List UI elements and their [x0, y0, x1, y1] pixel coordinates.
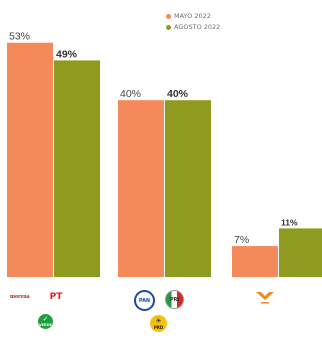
legend-swatch-agosto: [166, 25, 171, 30]
pan-logo-text: PAN: [138, 297, 151, 304]
legend-item-agosto: AGOSTO 2022: [166, 22, 220, 33]
bar-mayo-2: [232, 246, 278, 277]
legend-swatch-mayo: [166, 14, 171, 19]
verde-logo-text: VERDE: [38, 323, 53, 327]
legend-item-mayo: MAYO 2022: [166, 11, 220, 22]
pri-logo-text: PRI: [169, 296, 180, 303]
bar-mayo-0: [7, 42, 53, 277]
prd-logo: ☀ PRD: [150, 315, 167, 332]
legend-label-agosto: AGOSTO 2022: [174, 23, 221, 31]
legend-label-mayo: MAYO 2022: [174, 12, 211, 20]
pri-logo: PRI: [165, 290, 184, 309]
legend: MAYO 2022 AGOSTO 2022: [166, 11, 220, 33]
morena-logo-text: morena: [10, 294, 30, 300]
data-label-mayo-1: 40%: [120, 88, 141, 100]
bar-mayo-1: [118, 100, 164, 277]
data-label-agosto-1: 40%: [167, 88, 189, 100]
data-label-agosto-0: 49%: [56, 48, 78, 60]
verde-logo: ✓ VERDE: [38, 314, 53, 329]
bar-agosto-1: [165, 100, 211, 277]
morena-logo: morena: [10, 294, 30, 300]
data-label-agosto-2: 11%: [281, 217, 298, 227]
data-label-mayo-2: 7%: [234, 234, 249, 246]
mc-eagle-icon: [256, 291, 274, 310]
bar-agosto-0: [54, 60, 100, 277]
bar-agosto-2: [279, 228, 322, 277]
data-label-mayo-0: 53%: [9, 31, 30, 43]
pt-logo: PT: [48, 289, 64, 305]
pan-logo: PAN: [134, 290, 155, 311]
pt-logo-text: PT: [49, 292, 63, 302]
prd-logo-text: PRD: [153, 324, 164, 330]
